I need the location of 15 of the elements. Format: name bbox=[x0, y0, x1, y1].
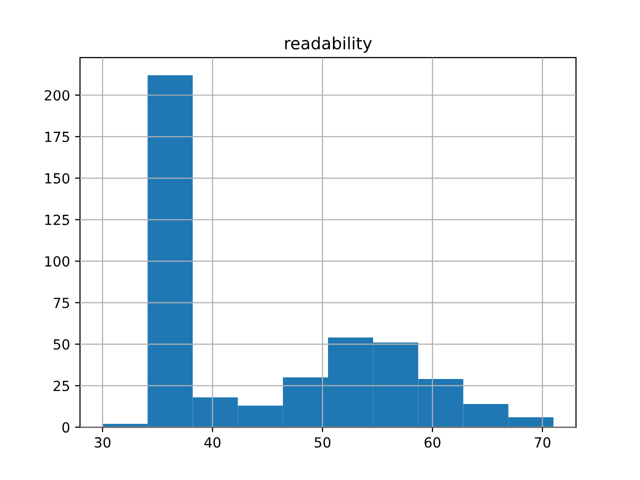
y-tick-label: 75 bbox=[54, 298, 70, 308]
y-tick-label: 0 bbox=[62, 422, 70, 433]
x-tick-label: 60 bbox=[424, 437, 440, 448]
chart-title: readability bbox=[285, 36, 372, 53]
x-tick-label: 70 bbox=[534, 437, 550, 448]
x-tick-label: 50 bbox=[314, 437, 330, 448]
y-tick-label: 125 bbox=[45, 214, 70, 226]
x-tick-label: 30 bbox=[94, 437, 110, 448]
y-tick-label: 50 bbox=[54, 339, 70, 350]
y-tick-label: 175 bbox=[45, 132, 70, 142]
y-tick-label: 100 bbox=[45, 256, 70, 267]
y-tick-label: 25 bbox=[54, 380, 70, 392]
x-tick-label: 40 bbox=[204, 437, 220, 448]
y-tick-label: 150 bbox=[45, 173, 70, 184]
y-tick-label: 200 bbox=[44, 90, 70, 101]
